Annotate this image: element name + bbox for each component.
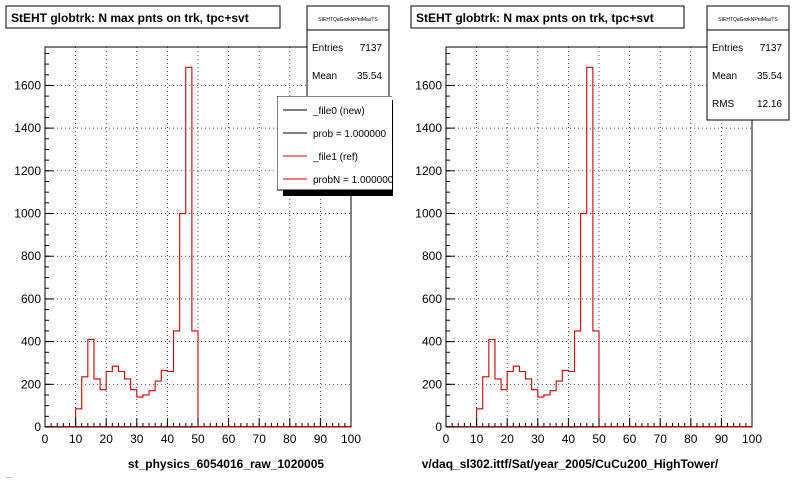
- y-tick-label: 600: [21, 292, 41, 306]
- x-tick-label: 100: [341, 432, 361, 446]
- stats-entries-label: Entries: [312, 43, 343, 54]
- legend-label-2: _file1 (ref): [312, 152, 358, 163]
- x-tick-label: 10: [470, 432, 484, 446]
- x-axis-ticks: 0 10 20 30 40 50 60 70 80 90 100: [443, 418, 762, 446]
- stats-entries-value: 7137: [760, 43, 783, 54]
- y-tick-label: 800: [422, 249, 442, 263]
- x-tick-label: 70: [654, 432, 668, 446]
- x-tick-label: 20: [100, 432, 114, 446]
- x-tick-label: 60: [222, 432, 236, 446]
- right-histogram-panel: 0 10 20 30 40 50 60 70 80 90 100 0 200 400 600 800 1000…: [410, 5, 790, 471]
- y-axis-ticks: 0 200 400 600 800 1000 1200 1400 1600: [14, 52, 54, 434]
- x-axis-ticks: 0 10 20 30 40 50 60 70 80 90 100: [42, 418, 361, 446]
- stats-entries-label: Entries: [712, 43, 743, 54]
- y-tick-label: 1200: [14, 164, 41, 178]
- legend-label-1: prob = 1.000000: [313, 129, 387, 140]
- x-tick-label: 0: [42, 432, 49, 446]
- stats-name: StEHTQaGrtrkNPntMaxTS: [718, 17, 778, 23]
- legend-label-3: probN = 1.000000: [313, 175, 394, 186]
- x-tick-label: 30: [531, 432, 545, 446]
- stats-box: [706, 5, 790, 121]
- x-tick-label: 30: [130, 432, 144, 446]
- chart-title: StEHT globtrk: N max pnts on trk, tpc+sv…: [11, 11, 249, 25]
- y-tick-label: 800: [21, 249, 41, 263]
- x-tick-label: 40: [161, 432, 175, 446]
- stats-entries-value: 7137: [360, 43, 383, 54]
- y-tick-label: 600: [422, 292, 442, 306]
- stats-mean-label: Mean: [312, 71, 337, 82]
- y-tick-label: 1400: [14, 121, 41, 135]
- y-tick-label: 400: [422, 335, 442, 349]
- y-axis-ticks: 0 200 400 600 800 1000 1200 1400 1600: [415, 52, 455, 434]
- y-tick-label: 1600: [14, 78, 41, 92]
- x-tick-label: 50: [191, 432, 205, 446]
- x-tick-label: 90: [314, 432, 328, 446]
- legend-label-0: _file0 (new): [312, 106, 365, 117]
- stats-name: StEHTQaGrtrkNPntMaxTS: [318, 17, 378, 23]
- stats-mean-label: Mean: [712, 71, 737, 82]
- stats-rms-value: 12.16: [757, 99, 782, 110]
- stats-mean-value: 35.54: [357, 71, 382, 82]
- x-tick-label: 40: [562, 432, 576, 446]
- x-tick-label: 80: [283, 432, 297, 446]
- y-tick-label: 0: [435, 420, 442, 434]
- left-histogram-panel: 0 10 20 30 40 50 60 70 80 90 100 0 200 400 600 800 1000…: [5, 5, 394, 471]
- x-tick-label: 20: [501, 432, 515, 446]
- stats-mean-value: 35.54: [757, 71, 782, 82]
- stats-box: [306, 5, 390, 99]
- y-tick-label: 1000: [14, 207, 41, 221]
- title-box: [410, 5, 685, 29]
- x-tick-label: 90: [715, 432, 729, 446]
- x-tick-label: 0: [443, 432, 450, 446]
- x-tick-label: 60: [623, 432, 637, 446]
- y-tick-label: 200: [422, 377, 442, 391]
- y-tick-label: 1000: [415, 207, 442, 221]
- y-tick-label: 0: [34, 420, 41, 434]
- y-tick-label: 1600: [415, 78, 442, 92]
- x-tick-label: 80: [684, 432, 698, 446]
- x-tick-label: 100: [742, 432, 762, 446]
- x-axis-label: st_physics_6054016_raw_1020005: [128, 457, 324, 471]
- legend-viewport: _file0 (new) prob = 1.000000 _file1 (ref…: [277, 96, 394, 191]
- title-box: [5, 5, 281, 29]
- x-axis-label: v/daq_sl302.ittf/Sat/year_2005/CuCu200_H…: [422, 457, 719, 471]
- y-tick-label: 1400: [415, 121, 442, 135]
- x-tick-label: 10: [69, 432, 83, 446]
- y-tick-label: 200: [21, 377, 41, 391]
- y-tick-label: 400: [21, 335, 41, 349]
- legend-box: [277, 96, 392, 191]
- stats-rms-label: RMS: [712, 99, 735, 110]
- chart-title: StEHT globtrk: N max pnts on trk, tpc+sv…: [416, 11, 654, 25]
- x-tick-label: 70: [253, 432, 267, 446]
- x-tick-label: 50: [592, 432, 606, 446]
- footer-fragment: ...: [6, 473, 12, 480]
- y-tick-label: 1200: [415, 164, 442, 178]
